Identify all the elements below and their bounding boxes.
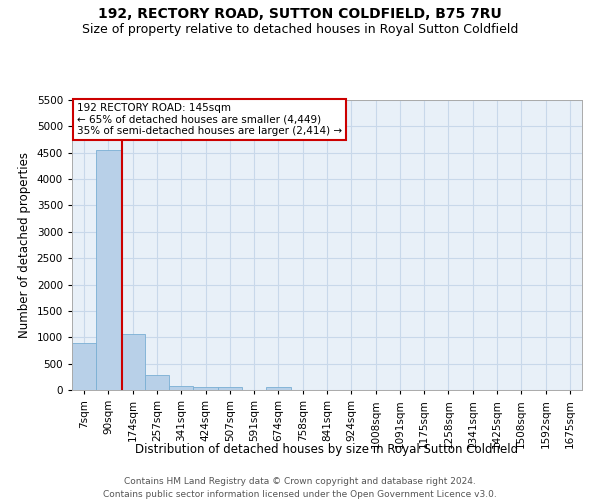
Text: 192, RECTORY ROAD, SUTTON COLDFIELD, B75 7RU: 192, RECTORY ROAD, SUTTON COLDFIELD, B75… bbox=[98, 8, 502, 22]
Bar bbox=[169, 386, 193, 390]
Bar bbox=[266, 387, 290, 390]
Text: Contains HM Land Registry data © Crown copyright and database right 2024.
Contai: Contains HM Land Registry data © Crown c… bbox=[103, 478, 497, 499]
Bar bbox=[72, 342, 96, 390]
Text: 192 RECTORY ROAD: 145sqm
← 65% of detached houses are smaller (4,449)
35% of sem: 192 RECTORY ROAD: 145sqm ← 65% of detach… bbox=[77, 103, 342, 136]
Bar bbox=[96, 150, 121, 390]
Bar bbox=[193, 386, 218, 390]
Bar bbox=[218, 388, 242, 390]
Text: Distribution of detached houses by size in Royal Sutton Coldfield: Distribution of detached houses by size … bbox=[136, 442, 518, 456]
Y-axis label: Number of detached properties: Number of detached properties bbox=[18, 152, 31, 338]
Bar bbox=[145, 374, 169, 390]
Text: Size of property relative to detached houses in Royal Sutton Coldfield: Size of property relative to detached ho… bbox=[82, 22, 518, 36]
Bar bbox=[121, 334, 145, 390]
